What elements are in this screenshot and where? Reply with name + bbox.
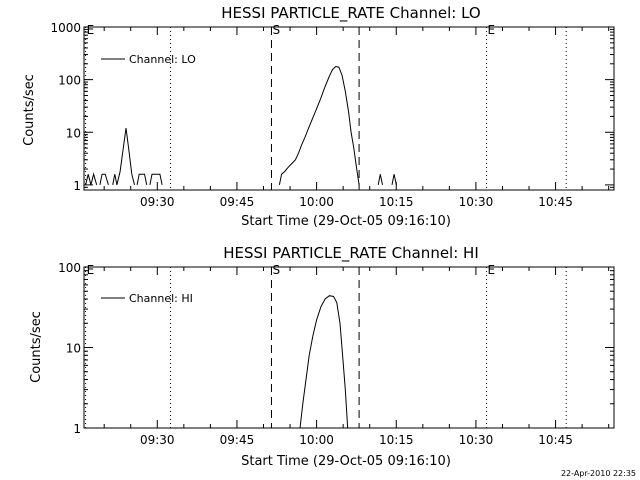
event-marker-label-hi: E	[87, 263, 95, 277]
chart-panel-hi: HESSI PARTICLE_RATE Channel: HI Start Ti…	[29, 244, 615, 469]
x-tick-label-lo: 10:00	[299, 195, 334, 209]
x-tick-label-hi: 09:45	[220, 433, 255, 447]
chart-title-hi: HESSI PARTICLE_RATE Channel: HI	[223, 244, 479, 263]
x-tick-label-hi: 10:15	[379, 433, 414, 447]
y-tick-label-lo: 10	[66, 126, 81, 140]
x-tick-label-lo: 09:30	[140, 195, 175, 209]
y-axis-label-lo: Counts/sec	[22, 74, 37, 146]
x-axis-label-hi: Start Time (29-Oct-05 09:16:10)	[241, 454, 451, 469]
legend-label-lo: Channel: LO	[129, 53, 196, 66]
series-line-lo	[99, 173, 109, 186]
series-line-lo	[377, 174, 383, 186]
series-line-lo	[85, 172, 98, 186]
x-tick-label-hi: 10:30	[459, 433, 494, 447]
series-line-hi	[299, 295, 349, 428]
y-axis-label-hi: Counts/sec	[29, 311, 44, 383]
event-marker-label-lo: E	[488, 23, 496, 37]
x-tick-label-hi: 10:00	[299, 433, 334, 447]
y-tick-label-lo: 1	[73, 179, 81, 193]
x-tick-label-hi: 10:45	[538, 433, 573, 447]
event-marker-label-lo: E	[87, 23, 95, 37]
y-tick-label-hi: 10	[66, 342, 81, 356]
plot-frame-lo	[83, 26, 615, 191]
x-tick-label-lo: 09:45	[220, 195, 255, 209]
series-line-lo	[278, 65, 360, 186]
event-marker-label-hi: S	[272, 263, 280, 277]
x-tick-label-lo: 10:30	[459, 195, 494, 209]
event-marker-label-hi: E	[488, 263, 496, 277]
series-line-lo	[149, 173, 163, 186]
x-tick-label-hi: 09:30	[140, 433, 175, 447]
chart-title-lo: HESSI PARTICLE_RATE Channel: LO	[221, 4, 480, 23]
y-tick-label-hi: 1	[73, 422, 81, 436]
x-tick-label-lo: 10:45	[538, 195, 573, 209]
y-tick-label-lo: 100	[58, 74, 81, 88]
y-tick-label-hi: 100	[58, 261, 81, 275]
x-axis-label-lo: Start Time (29-Oct-05 09:16:10)	[241, 214, 451, 229]
event-marker-label-lo: S	[272, 23, 280, 37]
legend-label-hi: Channel: HI	[129, 292, 193, 305]
x-tick-label-lo: 10:15	[379, 195, 414, 209]
chart-panel-lo: HESSI PARTICLE_RATE Channel: LO Start Ti…	[22, 4, 615, 229]
y-tick-label-lo: 1000	[50, 21, 81, 35]
series-line-lo	[391, 174, 397, 186]
series-line-lo	[136, 173, 148, 186]
footer-timestamp: 22-Apr-2010 22:35	[561, 469, 636, 478]
series-line-lo	[112, 128, 135, 186]
